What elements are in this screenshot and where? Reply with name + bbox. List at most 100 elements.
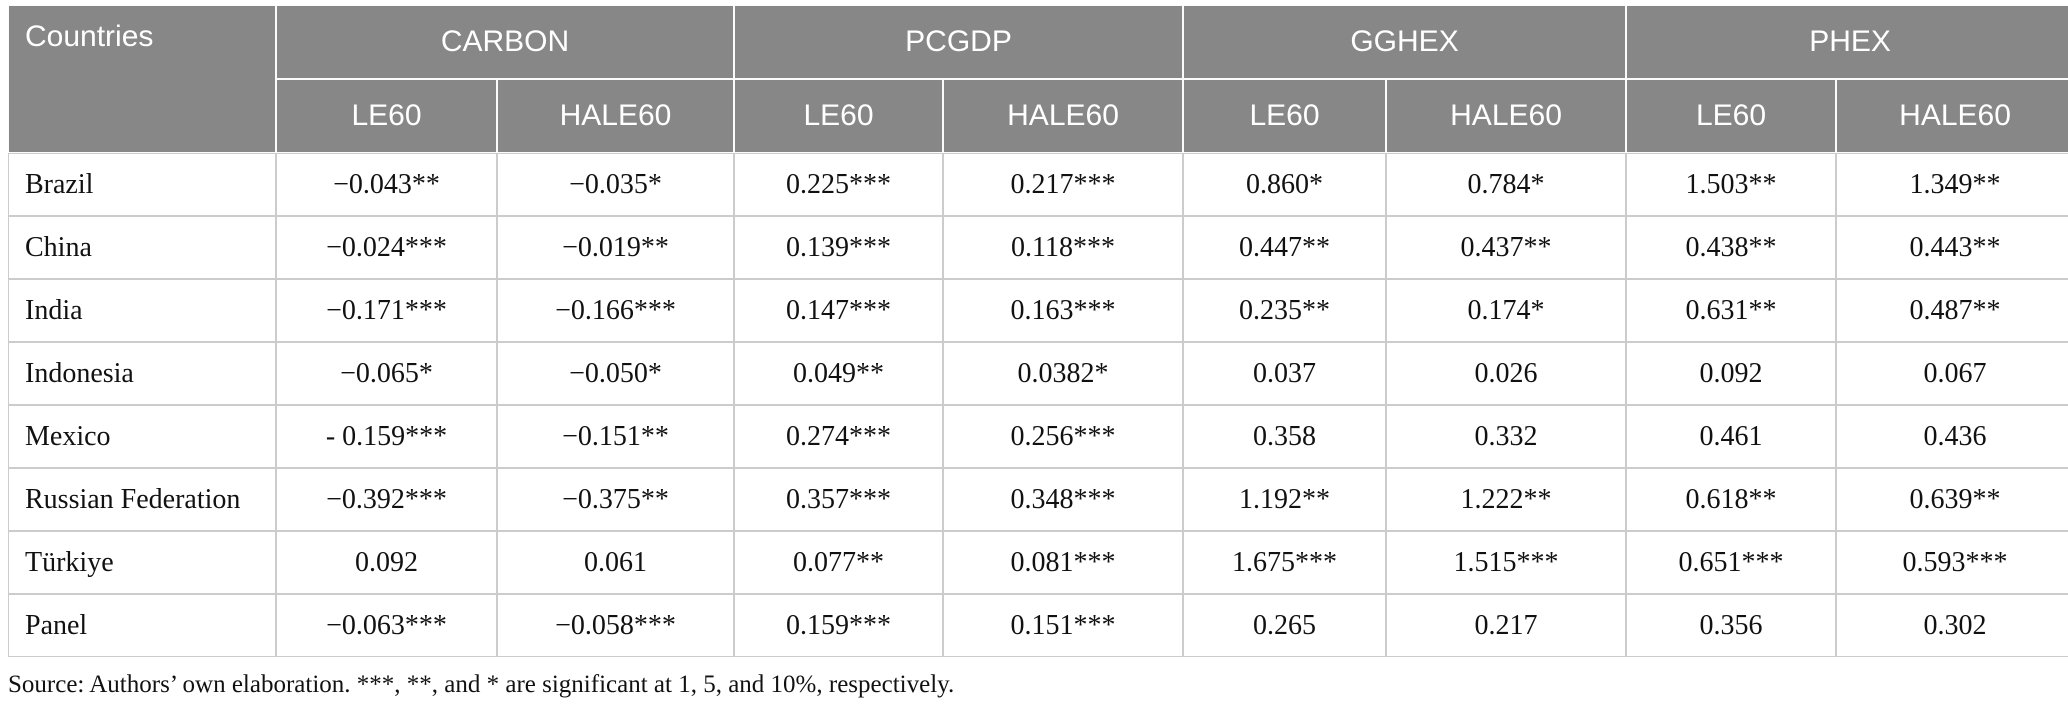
value-cell: 0.348*** (943, 468, 1184, 531)
value-cell: 0.077** (734, 531, 944, 594)
value-cell: 1.675*** (1183, 531, 1387, 594)
value-cell: 0.332 (1386, 405, 1627, 468)
subheader-pcgdp-hale60: HALE60 (943, 79, 1184, 153)
subheader-carbon-le60: LE60 (276, 79, 497, 153)
value-cell: 0.049** (734, 342, 944, 405)
value-cell: 0.437** (1386, 216, 1627, 279)
value-cell: 0.159*** (734, 594, 944, 657)
subheader-gghex-hale60: HALE60 (1386, 79, 1627, 153)
country-cell: Panel (8, 594, 276, 657)
value-cell: 0.037 (1183, 342, 1387, 405)
value-cell: 0.356 (1626, 594, 1837, 657)
value-cell: 0.357*** (734, 468, 944, 531)
value-cell: 0.784* (1386, 153, 1627, 216)
value-cell: −0.065* (276, 342, 497, 405)
header-countries: Countries (8, 5, 276, 153)
value-cell: −0.050* (497, 342, 735, 405)
value-cell: 0.081*** (943, 531, 1184, 594)
value-cell: 0.443** (1836, 216, 2068, 279)
value-cell: −0.043** (276, 153, 497, 216)
value-cell: 0.447** (1183, 216, 1387, 279)
value-cell: 0.631** (1626, 279, 1837, 342)
value-cell: 0.174* (1386, 279, 1627, 342)
country-cell: Türkiye (8, 531, 276, 594)
value-cell: −0.375** (497, 468, 735, 531)
value-cell: 1.192** (1183, 468, 1387, 531)
country-cell: Mexico (8, 405, 276, 468)
value-cell: 0.651*** (1626, 531, 1837, 594)
header-group-carbon: CARBON (276, 5, 735, 79)
source-footnote: Source: Authors’ own elaboration. ***, *… (8, 671, 955, 698)
group-header-row: Countries CARBON PCGDP GGHEX PHEX (8, 5, 2068, 153)
subheader-pcgdp-le60: LE60 (734, 79, 944, 153)
table-row-brazil: Brazil −0.043** −0.035* 0.225*** 0.217**… (8, 153, 2068, 216)
value-cell: 0.0382* (943, 342, 1184, 405)
value-cell: 0.265 (1183, 594, 1387, 657)
subheader-carbon-hale60: HALE60 (497, 79, 735, 153)
value-cell: −0.392*** (276, 468, 497, 531)
value-cell: 0.860* (1183, 153, 1387, 216)
value-cell: 0.217*** (943, 153, 1184, 216)
value-cell: 0.235** (1183, 279, 1387, 342)
value-cell: 0.436 (1836, 405, 2068, 468)
header-group-phex: PHEX (1626, 5, 2068, 79)
header-group-pcgdp: PCGDP (734, 5, 1184, 79)
value-cell: −0.166*** (497, 279, 735, 342)
value-cell: −0.024*** (276, 216, 497, 279)
table-body: Brazil −0.043** −0.035* 0.225*** 0.217**… (8, 153, 2068, 657)
value-cell: 0.118*** (943, 216, 1184, 279)
value-cell: −0.063*** (276, 594, 497, 657)
value-cell: 0.358 (1183, 405, 1387, 468)
subheader-gghex-le60: LE60 (1183, 79, 1387, 153)
value-cell: −0.171*** (276, 279, 497, 342)
value-cell: 0.461 (1626, 405, 1837, 468)
table-header: Countries CARBON PCGDP GGHEX PHEX LE60 H… (8, 5, 2068, 153)
value-cell: 0.618** (1626, 468, 1837, 531)
country-cell: Brazil (8, 153, 276, 216)
value-cell: 0.092 (1626, 342, 1837, 405)
sub-header-row: LE60 HALE60 LE60 HALE60 LE60 HALE60 LE60… (8, 79, 2068, 153)
table-row-india: India −0.171*** −0.166*** 0.147*** 0.163… (8, 279, 2068, 342)
value-cell: 0.302 (1836, 594, 2068, 657)
value-cell: 0.438** (1626, 216, 1837, 279)
subheader-phex-hale60: HALE60 (1836, 79, 2068, 153)
country-cell: China (8, 216, 276, 279)
value-cell: 0.593*** (1836, 531, 2068, 594)
country-cell: India (8, 279, 276, 342)
value-cell: - 0.159*** (276, 405, 497, 468)
results-table: Countries CARBON PCGDP GGHEX PHEX LE60 H… (8, 5, 2068, 657)
table-row-turkiye: Türkiye 0.092 0.061 0.077** 0.081*** 1.6… (8, 531, 2068, 594)
subheader-phex-le60: LE60 (1626, 79, 1837, 153)
value-cell: 1.349** (1836, 153, 2068, 216)
table-row-china: China −0.024*** −0.019** 0.139*** 0.118*… (8, 216, 2068, 279)
value-cell: 0.139*** (734, 216, 944, 279)
value-cell: 0.026 (1386, 342, 1627, 405)
table-row-indonesia: Indonesia −0.065* −0.050* 0.049** 0.0382… (8, 342, 2068, 405)
value-cell: 0.639** (1836, 468, 2068, 531)
value-cell: −0.035* (497, 153, 735, 216)
value-cell: 1.222** (1386, 468, 1627, 531)
value-cell: 0.225*** (734, 153, 944, 216)
value-cell: 0.067 (1836, 342, 2068, 405)
value-cell: 0.163*** (943, 279, 1184, 342)
value-cell: −0.058*** (497, 594, 735, 657)
value-cell: 1.503** (1626, 153, 1837, 216)
country-cell: Russian Federation (8, 468, 276, 531)
header-group-gghex: GGHEX (1183, 5, 1627, 79)
value-cell: 0.092 (276, 531, 497, 594)
value-cell: 0.151*** (943, 594, 1184, 657)
value-cell: 0.256*** (943, 405, 1184, 468)
country-cell: Indonesia (8, 342, 276, 405)
value-cell: 0.487** (1836, 279, 2068, 342)
value-cell: 0.217 (1386, 594, 1627, 657)
table-row-russian-federation: Russian Federation −0.392*** −0.375** 0.… (8, 468, 2068, 531)
value-cell: 0.274*** (734, 405, 944, 468)
value-cell: 0.061 (497, 531, 735, 594)
table-row-panel: Panel −0.063*** −0.058*** 0.159*** 0.151… (8, 594, 2068, 657)
value-cell: −0.151** (497, 405, 735, 468)
value-cell: 1.515*** (1386, 531, 1627, 594)
value-cell: −0.019** (497, 216, 735, 279)
table-row-mexico: Mexico - 0.159*** −0.151** 0.274*** 0.25… (8, 405, 2068, 468)
value-cell: 0.147*** (734, 279, 944, 342)
